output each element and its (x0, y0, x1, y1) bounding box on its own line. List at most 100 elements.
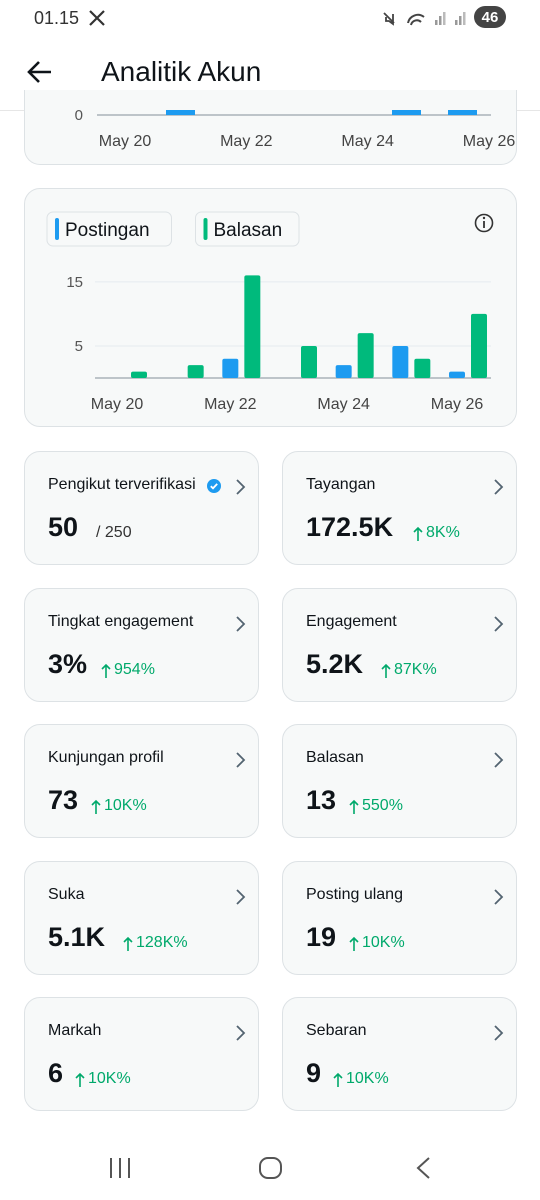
recent-apps-button[interactable] (110, 1158, 130, 1178)
metric-change: 10K% (88, 1070, 131, 1087)
up-arrow-icon (381, 663, 391, 678)
clock: 01.15 (34, 8, 80, 28)
metric-card[interactable]: Tayangan 172.5K 8K% (282, 451, 517, 565)
legend-box (46, 211, 172, 247)
x-tick-label: May 24 (317, 396, 370, 413)
up-arrow (381, 663, 391, 679)
back-button[interactable] (26, 59, 54, 85)
metric-value: 5.1K (48, 921, 106, 952)
bar-stub (448, 110, 477, 115)
metric-card[interactable]: Kunjungan profil 73 10K% (24, 724, 259, 838)
metric-card[interactable]: Posting ulang 19 10K% (282, 860, 517, 975)
nav-bar (110, 1157, 430, 1179)
metric-card[interactable]: Sebaran 9 10K% (282, 997, 517, 1111)
metric-card[interactable]: Markah 6 10K% (24, 997, 259, 1111)
chevron (234, 751, 246, 774)
metric-change: 128K% (136, 933, 188, 951)
y-tick-label: 5 (75, 338, 83, 355)
bar-stub (166, 110, 195, 115)
metric-card[interactable]: Balasan 13 550% (282, 724, 517, 838)
up-arrow-icon (349, 799, 359, 814)
up-arrow-icon (413, 526, 423, 541)
bar (301, 345, 317, 378)
page-title: Analitik Akun (101, 56, 262, 87)
metric-card[interactable]: Tingkat engagement 3% 954% (24, 587, 259, 702)
chevron-icon (236, 615, 246, 632)
up-arrow (333, 1072, 343, 1088)
battery: 46 (474, 6, 506, 28)
chevron-icon (494, 1025, 504, 1041)
bar-stub (392, 110, 421, 115)
metric-change: 87K% (394, 660, 437, 678)
top-chart-card: 0 May 20 May 22 May 24 May 26 (24, 90, 517, 165)
top-chart: 0 May 20 May 22 May 24 May 26 (75, 107, 516, 150)
x-tick-label: May 22 (220, 133, 273, 150)
metric-card[interactable]: Suka 5.1K 128K% (24, 860, 259, 975)
x-tick-label: May 20 (91, 396, 144, 413)
chevron (492, 478, 504, 501)
chevron-icon (236, 1025, 246, 1041)
metric-value: 3% (48, 648, 88, 679)
chevron (234, 478, 246, 501)
bar (335, 365, 352, 378)
bar (414, 358, 431, 378)
metric-change: 8K% (426, 524, 460, 541)
x-tick-label: May 24 (341, 133, 394, 150)
metric-value: 50 (48, 512, 79, 542)
metric-label: Tayangan (306, 476, 376, 493)
chevron-icon (494, 615, 504, 632)
metric-label: Suka (48, 885, 85, 903)
bar (471, 313, 487, 378)
metric-card[interactable]: Pengikut terverifikasi 50 / 250 (24, 451, 259, 565)
up-arrow-icon (333, 1072, 343, 1087)
up-arrow (75, 1072, 85, 1088)
y-tick-label: 0 (75, 107, 83, 124)
back-nav-button[interactable] (416, 1157, 430, 1179)
chevron-icon (494, 888, 504, 905)
metric-label: Engagement (306, 612, 397, 630)
bar (449, 371, 465, 378)
up-arrow-icon (91, 799, 101, 814)
status-icons (383, 12, 466, 26)
metric-value: 19 (306, 921, 337, 952)
x-tick-label: May 22 (204, 396, 257, 413)
chevron (234, 615, 246, 638)
chevron-icon (494, 479, 504, 495)
chevron-icon (494, 752, 504, 768)
metric-value: 9 (306, 1058, 322, 1088)
metric-label: Pengikut terverifikasi (48, 476, 196, 493)
metric-change: 550% (362, 797, 403, 814)
metric-value: 13 (306, 785, 337, 815)
metric-card[interactable]: Engagement 5.2K 87K% (282, 587, 517, 702)
bar (187, 365, 204, 378)
battery-level: 46 (482, 9, 499, 26)
legend-label: Balasan (214, 220, 283, 241)
metric-total: / 250 (96, 524, 132, 541)
info-icon[interactable] (474, 213, 494, 233)
x-tick-label: May 26 (463, 133, 516, 150)
verified-badge (207, 479, 221, 493)
chevron (234, 888, 246, 911)
bar (392, 345, 409, 378)
legend-box (195, 211, 300, 247)
metric-change: 954% (114, 660, 155, 678)
metric-label: Kunjungan profil (48, 749, 164, 766)
status-bar: 01.15 46 (0, 0, 540, 36)
chevron (492, 888, 504, 911)
x-tick-label: May 26 (431, 396, 484, 413)
up-arrow-icon (123, 936, 133, 951)
x-tick-label: May 20 (99, 133, 152, 150)
metric-change: 10K% (362, 933, 405, 951)
legend-swatch (203, 218, 208, 240)
activity-chart-card: Postingan Balasan 5 15 May 20 May 22 May 24 May… (24, 188, 517, 427)
metric-value: 172.5K (306, 512, 394, 542)
chevron (492, 615, 504, 638)
home-button[interactable] (259, 1157, 282, 1179)
bar (131, 371, 147, 378)
bar (222, 358, 239, 378)
metric-value: 6 (48, 1058, 64, 1088)
metric-value: 5.2K (306, 648, 364, 679)
chevron-icon (236, 752, 246, 768)
chevron (492, 1024, 504, 1047)
